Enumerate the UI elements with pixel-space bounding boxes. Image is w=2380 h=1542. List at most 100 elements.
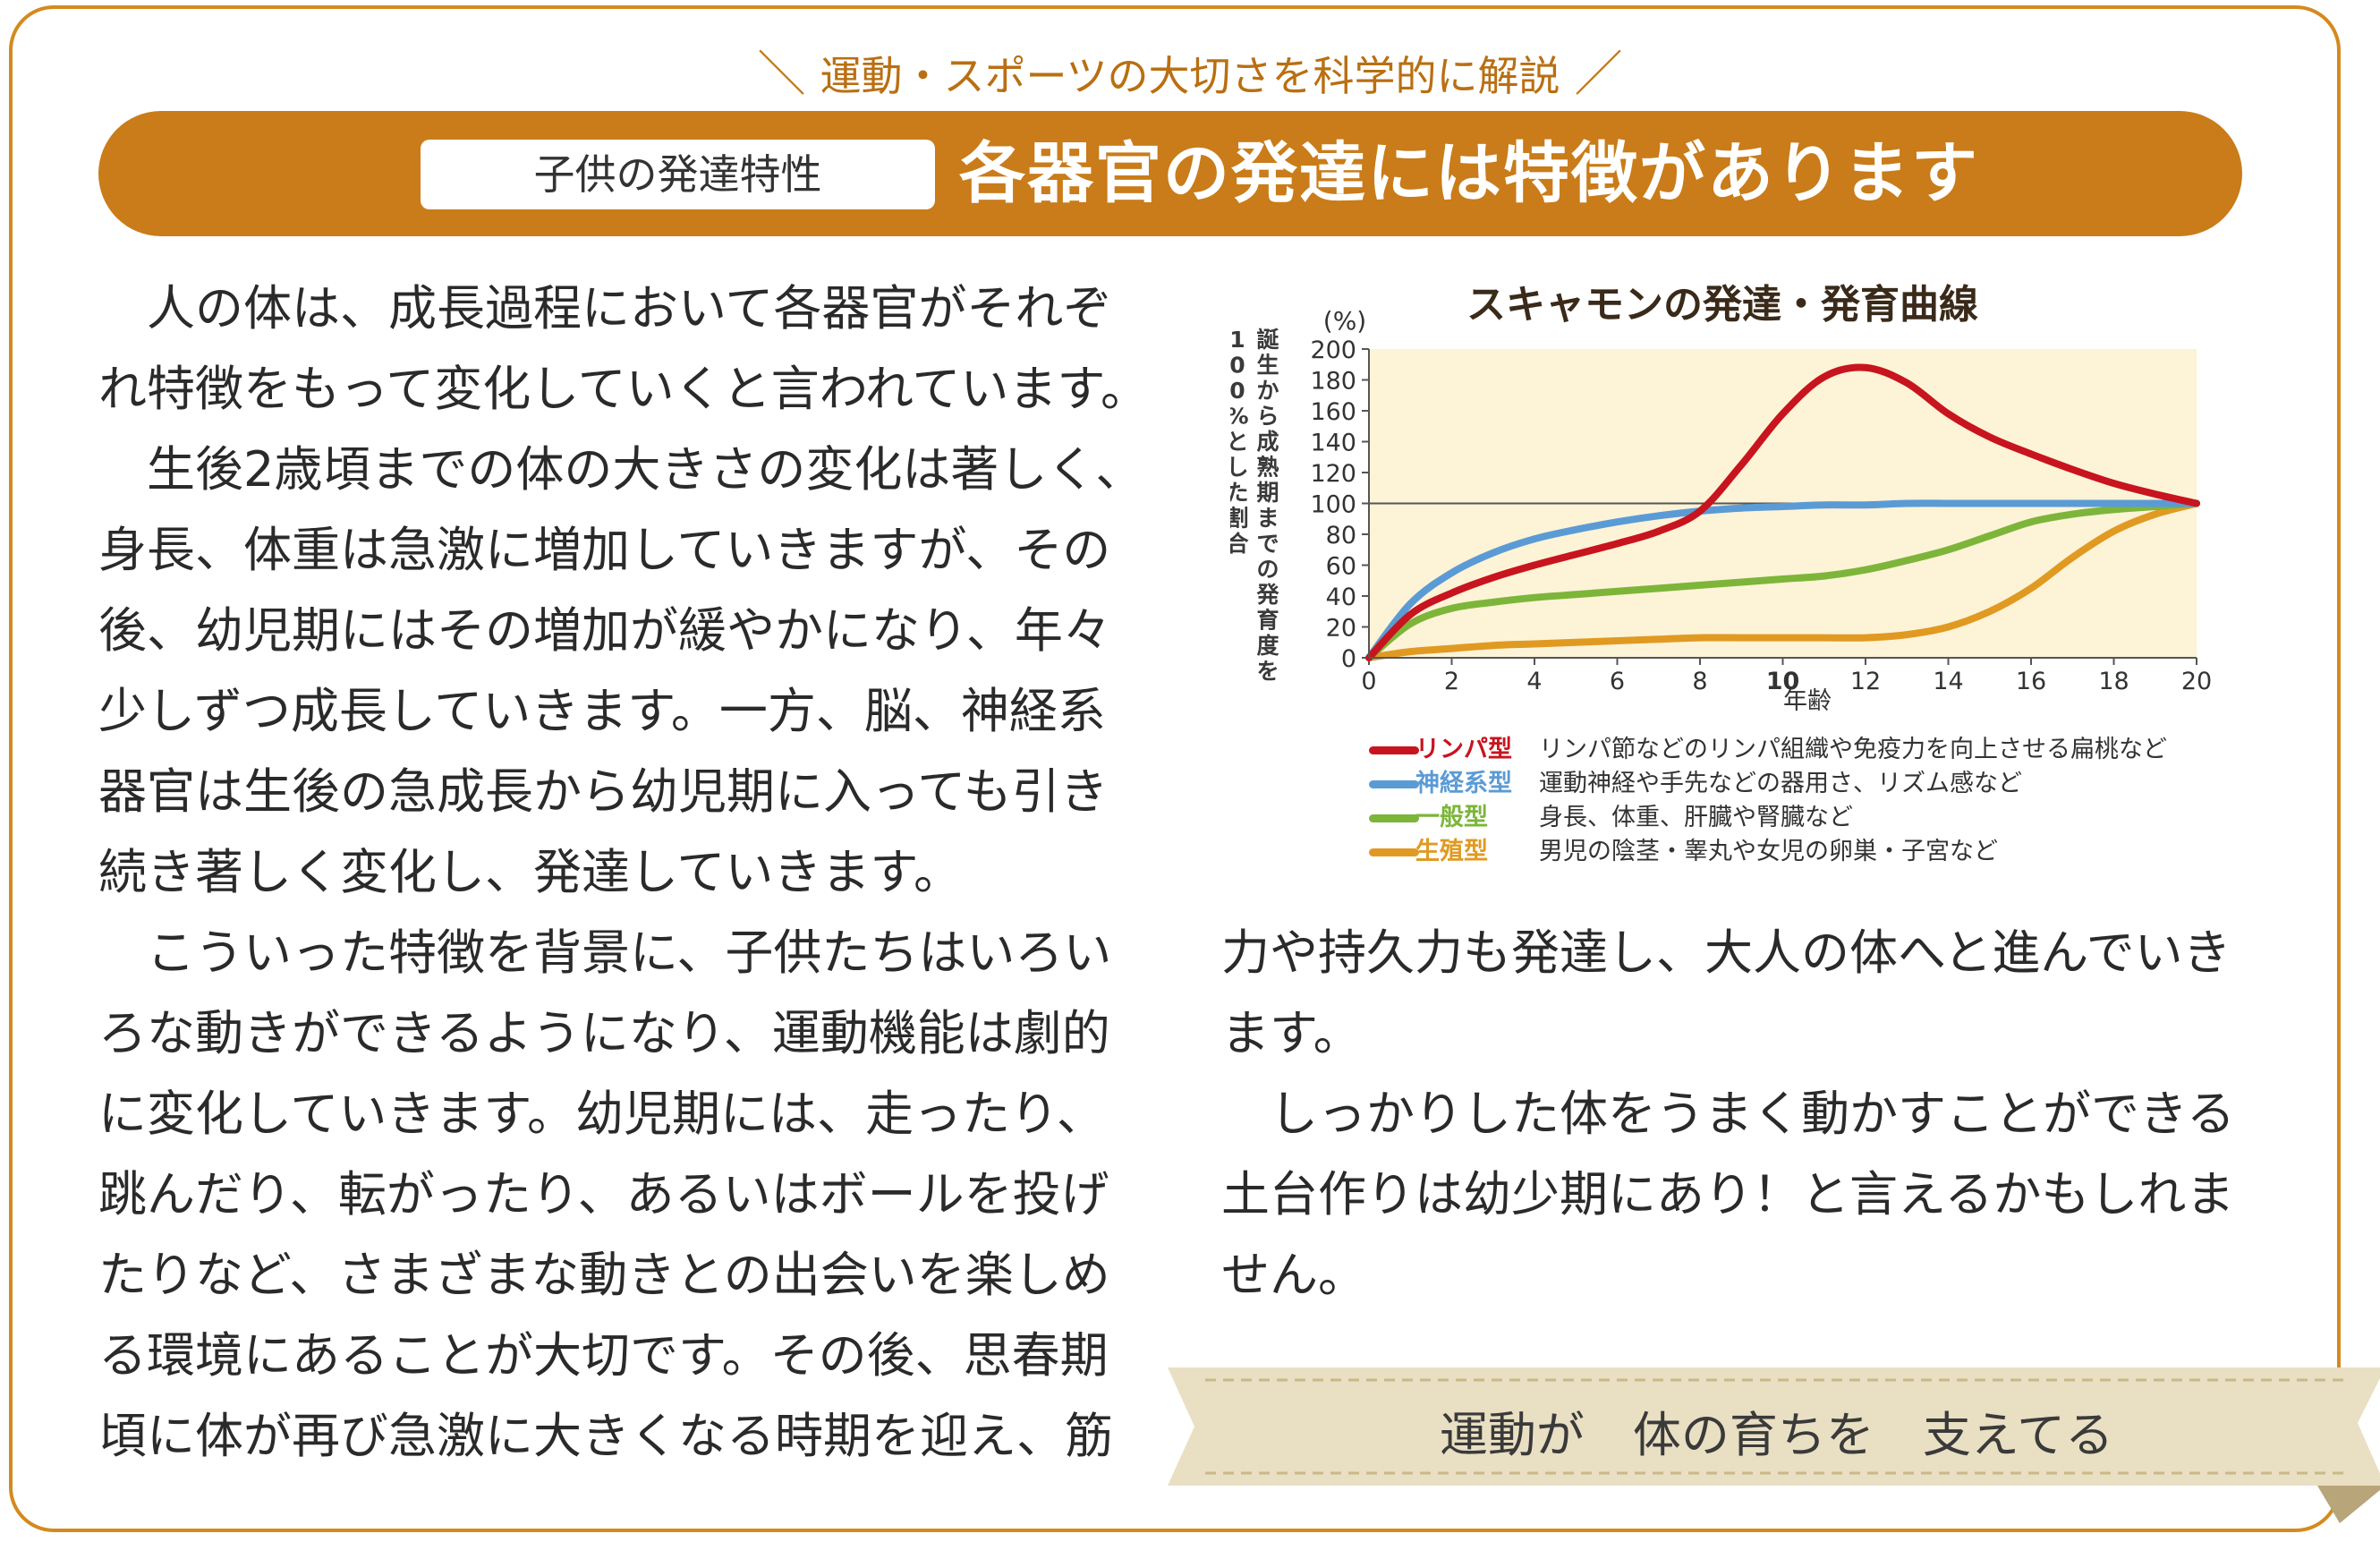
series-line-3 xyxy=(1365,499,2200,661)
page-frame xyxy=(9,5,2341,1532)
text-line: に変化していきます。幼児期には、走ったり、 xyxy=(98,1086,1105,1142)
y-axis-label-char: 熟 xyxy=(1256,455,1279,481)
text-line: 器官は生後の急成長から幼児期に入っても引き xyxy=(98,763,1109,820)
y-tick-label: 80 xyxy=(1326,522,1356,549)
legend-series-description: 男児の陰茎・睾丸や女児の卵巣・子宮など xyxy=(1539,838,1998,865)
text-line: 身長、体重は急激に増加していきますが、その xyxy=(98,522,1111,578)
legend-swatch xyxy=(1369,848,1419,856)
text-line: 後、幼児期にはその増加が緩やかになり、年々 xyxy=(98,602,1111,659)
x-tick-label: 16 xyxy=(2016,668,2046,695)
legend-series-description: リンパ節などのリンパ組織や免疫力を向上させる扁桃など xyxy=(1539,736,2167,763)
title-banner: 子供の発達特性 各器官の発達には特徴があります xyxy=(98,111,2242,236)
scammon-chart: スキャモンの発達・発育曲線 (%) 誕生から成熟期までの発育度を100%とした割… xyxy=(1226,268,2232,877)
y-tick-label: 100 xyxy=(1310,491,1356,519)
paragraph-1: 人の体は、成長過程において各器官がそれぞ れ特徴をもって変化していくと言われていま… xyxy=(98,268,1149,430)
y-tick-label: 140 xyxy=(1310,430,1356,457)
y-axis-label-char: し xyxy=(1230,455,1249,481)
tagline: ＼ 運動・スポーツの大切さを科学的に解説 ／ xyxy=(0,43,2380,106)
series-lines xyxy=(1365,363,2200,661)
y-axis-label-char: 発 xyxy=(1255,582,1279,608)
y-axis-unit: (%) xyxy=(1323,306,1366,336)
legend-series-name: リンパ型 xyxy=(1415,736,1512,763)
x-tick-label: 8 xyxy=(1692,668,1707,695)
x-tick-label: 20 xyxy=(2181,668,2212,695)
y-tick-label: 120 xyxy=(1310,460,1356,488)
tagline-text: 運動・スポーツの大切さを科学的に解説 xyxy=(820,52,1560,100)
legend-swatch xyxy=(1369,746,1419,754)
y-axis-label-char: 育 xyxy=(1256,608,1279,634)
y-axis-label-char: で xyxy=(1256,531,1279,557)
y-axis-label-char: 度 xyxy=(1256,633,1279,659)
text-line: 力や持久力も発達し、大人の体へと進んでいき xyxy=(1221,924,2231,981)
y-axis-label-char: ら xyxy=(1256,404,1279,430)
tagline-slash-right-icon: ／ xyxy=(1574,46,1623,102)
x-tick-label: 14 xyxy=(1933,668,1963,695)
y-axis-label-char: を xyxy=(1256,659,1279,685)
tagline-slash-left-icon: ＼ xyxy=(757,46,806,102)
y-axis-label-char: か xyxy=(1256,378,1279,404)
text-line: れ特徴をもって変化していくと言われています。 xyxy=(98,361,1149,417)
y-axis-label-char: の xyxy=(1256,557,1279,583)
text-line: ろな動きができるようになり、運動機能は劇的 xyxy=(98,1005,1110,1061)
y-axis-label-char: 割 xyxy=(1230,506,1249,532)
x-ticks: 0 2 4 6 8 10 12 14 16 18 20 xyxy=(1361,658,2212,695)
x-tick-label: 12 xyxy=(1850,668,1881,695)
x-tick-label: 18 xyxy=(2098,668,2129,695)
x-tick-label: 6 xyxy=(1610,668,1625,695)
ribbon-shape xyxy=(1168,1367,2380,1523)
legend-swatch xyxy=(1369,780,1419,788)
paragraph-4: 力や持久力も発達し、大人の体へと進んでいき ます。 xyxy=(1221,913,2231,1074)
legend-series-description: 運動神経や手先などの器用さ、リズム感など xyxy=(1539,770,2022,797)
ribbon-band xyxy=(1168,1367,2380,1486)
y-axis-label-char: % xyxy=(1230,404,1249,430)
ribbon-text: 運動が 体の育ちを 支えてる xyxy=(1439,1407,2114,1463)
text-line: ます。 xyxy=(1221,1005,1362,1061)
y-axis-label-char: 0 xyxy=(1230,353,1245,379)
text-line: 人の体は、成長過程において各器官がそれぞ xyxy=(98,280,1112,337)
legend-swatch xyxy=(1369,814,1419,822)
x-tick-label: 10 xyxy=(1766,668,1800,695)
series-line-2 xyxy=(1365,499,2200,661)
chart-svg: スキャモンの発達・発育曲線 (%) 誕生から成熟期までの発育度を100%とした割… xyxy=(1226,282,2212,715)
series-line-1 xyxy=(1365,499,2200,661)
x-tick-label: 4 xyxy=(1526,668,1542,695)
text-line: る環境にあることが大切です。その後、思春期 xyxy=(98,1327,1109,1384)
x-tick-label: 2 xyxy=(1444,668,1459,695)
page-title: 各器官の発達には特徴があります xyxy=(959,135,1979,212)
text-line: たりなど、さまざまな動きとの出会いを楽しめ xyxy=(98,1247,1110,1303)
y-tick-label: 40 xyxy=(1326,584,1356,611)
text-line: 頃に体が再び急激に大きくなる時期を迎え、筋 xyxy=(98,1408,1113,1464)
legend-series-name: 生殖型 xyxy=(1415,838,1488,865)
legend-series-name: 神経系型 xyxy=(1415,770,1512,797)
text-line: 続き著しく変化し、発達していきます。 xyxy=(98,844,962,900)
legend-series-description: 身長、体重、肝臓や腎臓など xyxy=(1539,804,1853,831)
text-line: せん。 xyxy=(1221,1247,1366,1303)
y-axis-label-char: た xyxy=(1230,480,1249,506)
y-axis-label-char: と xyxy=(1230,429,1249,455)
series-line-0 xyxy=(1365,363,2200,661)
y-axis-label-char: 誕 xyxy=(1256,327,1279,353)
paragraph-5: しっかりした体をうまく動かすことができる 土台作りは幼少期にあり！と言えるかもしれ… xyxy=(1221,1074,2235,1316)
footer-ribbon xyxy=(1168,1367,2380,1523)
text-line: 土台作りは幼少期にあり！と言えるかもしれま xyxy=(1221,1166,2235,1223)
y-axis-label-char: 期 xyxy=(1256,480,1279,506)
y-tick-label: 180 xyxy=(1310,368,1356,396)
chart-title: スキャモンの発達・発育曲線 xyxy=(1466,282,1978,328)
legend-series-name: 一般型 xyxy=(1415,804,1488,831)
section-label: 子供の発達特性 xyxy=(421,140,935,209)
ribbon-fold xyxy=(2317,1486,2380,1523)
y-axis-label-char: 生 xyxy=(1256,353,1279,379)
y-axis-label-char: 1 xyxy=(1230,327,1245,353)
text-line: しっかりした体をうまく動かすことができる xyxy=(1221,1086,2235,1142)
y-tick-label: 60 xyxy=(1326,553,1356,581)
text-line: 生後2歳頃までの体の大きさの変化は著しく、 xyxy=(98,441,1144,498)
paragraph-2: 生後2歳頃までの体の大きさの変化は著しく、 身長、体重は急激に増加していきますが、… xyxy=(98,430,1143,913)
y-axis-label-char: 0 xyxy=(1230,378,1245,404)
x-tick-label: 0 xyxy=(1361,668,1376,695)
x-axis-label: 年齢 xyxy=(1783,687,1832,715)
y-axis-label-char: ま xyxy=(1256,506,1279,532)
text-line: 跳んだり、転がったり、あるいはボールを投げ xyxy=(98,1166,1109,1223)
y-tick-label: 20 xyxy=(1326,615,1356,643)
